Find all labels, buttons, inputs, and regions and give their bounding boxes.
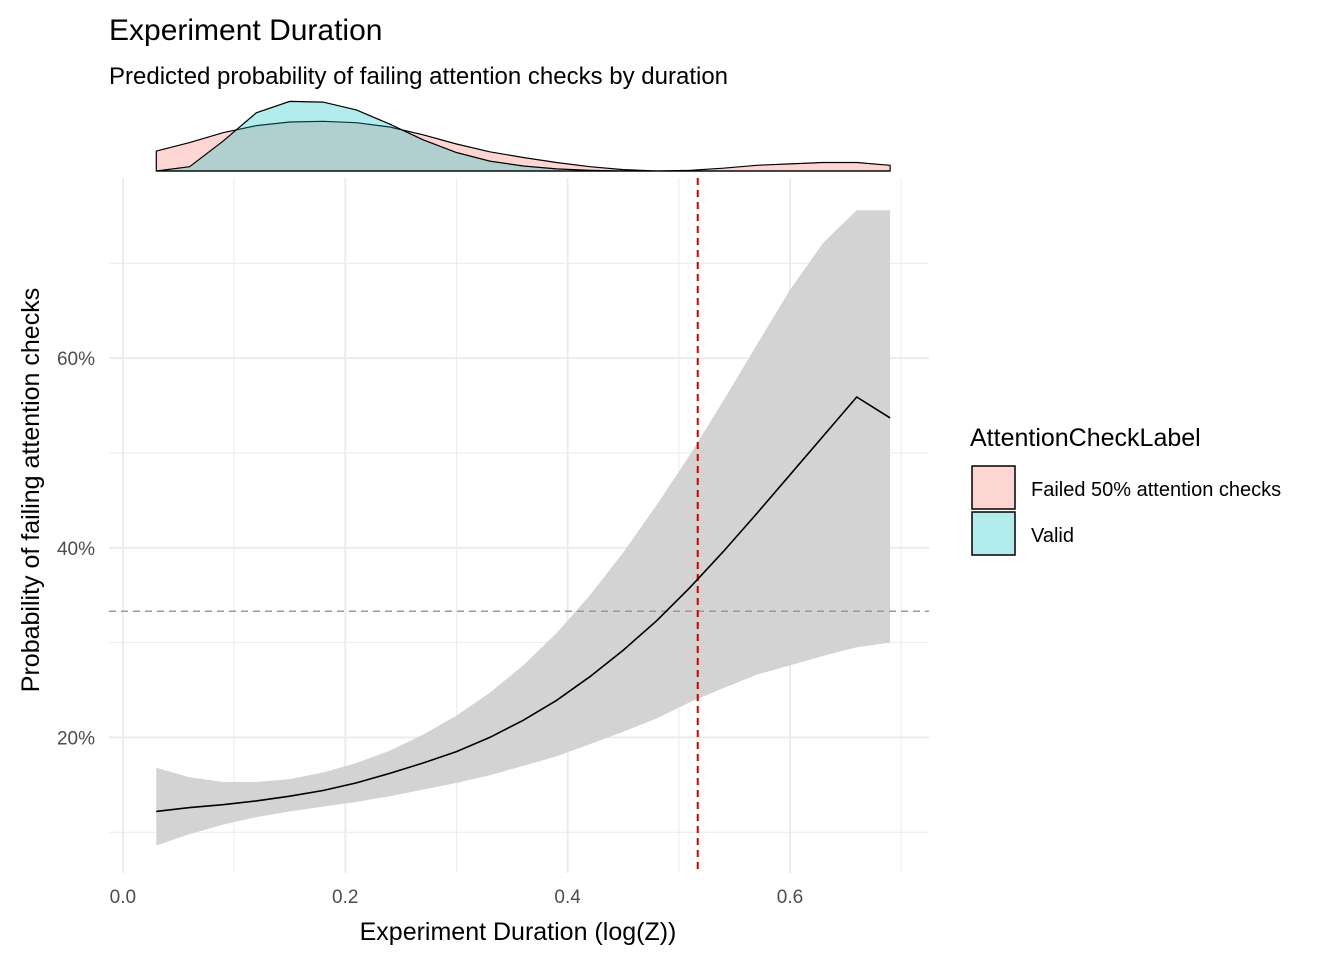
legend-label-failed: Failed 50% attention checks	[1031, 479, 1281, 501]
axis-ticks: 0.0 0.2 0.4 0.6 20% 40% 60%	[57, 349, 803, 908]
y-tick-label: 60%	[57, 349, 95, 370]
chart-subtitle: Predicted probability of failing attenti…	[109, 63, 728, 90]
x-tick-label: 0.0	[110, 887, 136, 908]
x-tick-label: 0.6	[777, 887, 803, 908]
legend: AttentionCheckLabel Failed 50% attention…	[970, 424, 1281, 556]
x-tick-label: 0.4	[554, 887, 581, 908]
chart-title: Experiment Duration	[109, 14, 382, 47]
density-failed	[155, 120, 891, 172]
y-tick-label: 20%	[57, 728, 95, 749]
y-axis-title: Probability of failing attention checks	[17, 288, 45, 692]
legend-title: AttentionCheckLabel	[970, 424, 1201, 452]
reference-lines	[109, 178, 929, 873]
marginal-density	[155, 100, 891, 172]
legend-key-failed	[971, 465, 1016, 510]
x-axis-title: Experiment Duration (log(Z))	[360, 918, 677, 946]
legend-key-valid	[971, 511, 1016, 556]
confidence-ribbon	[156, 210, 891, 846]
confidence-ribbon-layer	[156, 210, 891, 846]
density-valid	[156, 100, 891, 172]
x-tick-label: 0.2	[332, 887, 358, 908]
legend-label-valid: Valid	[1031, 525, 1074, 547]
prediction-line-layer	[156, 395, 891, 813]
prediction-line	[156, 395, 891, 813]
y-tick-label: 40%	[57, 539, 95, 560]
